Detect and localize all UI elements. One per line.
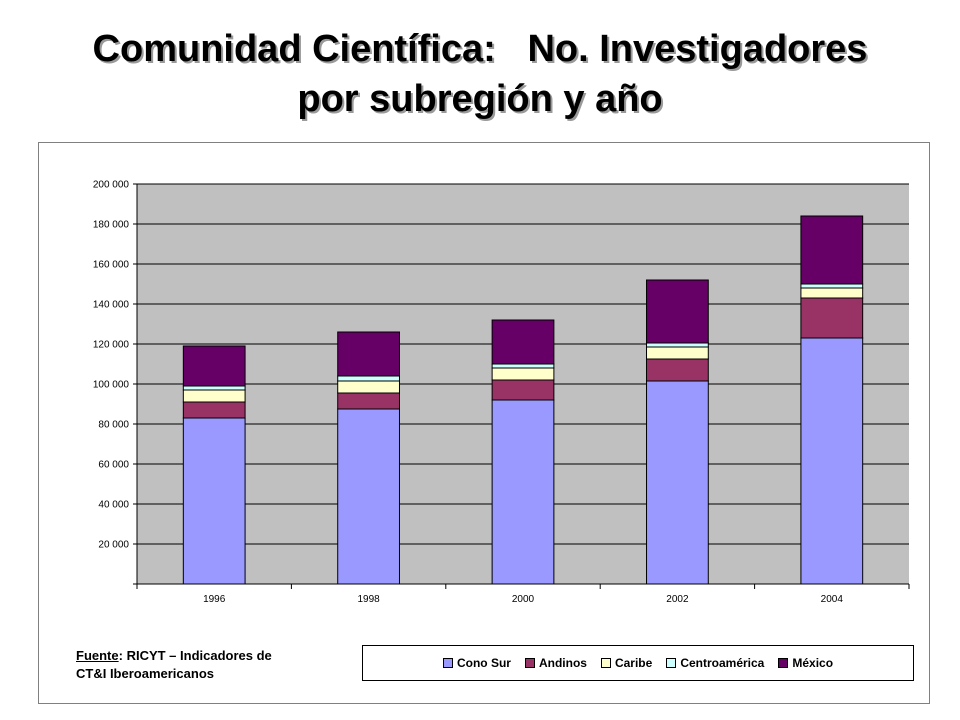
legend-item: Centroamérica	[666, 656, 764, 670]
bar-1996-2	[182, 389, 246, 403]
y-tick-label: 80 000	[98, 420, 129, 431]
title-line-1: Comunidad Científica: No. Investigadores	[92, 28, 868, 70]
bar-1998-4	[337, 331, 400, 377]
bar-2004-1	[800, 297, 864, 339]
bar-1998-2	[337, 380, 400, 394]
bar-2002-0	[646, 380, 709, 585]
legend-swatch	[524, 658, 535, 668]
y-tick-label: 120 000	[93, 340, 130, 351]
bar-1998-3	[337, 375, 400, 382]
legend-label: México	[792, 656, 834, 670]
bar-1996-4	[182, 345, 246, 387]
legend-swatch	[666, 658, 677, 668]
legend-item: Andinos	[524, 656, 587, 670]
chart-title: Comunidad Científica: No. Investigadores…	[0, 24, 960, 124]
y-tick-label: 100 000	[93, 380, 130, 391]
bar-2002-1	[646, 358, 709, 382]
chart-legend: Cono Sur Andinos Caribe Centroamérica México	[362, 645, 914, 681]
source-note: Fuente: RICYT – Indicadores de CT&I Iber…	[76, 647, 272, 683]
bar-1996-0	[182, 417, 246, 585]
legend-label: Centroamérica	[680, 656, 765, 670]
bar-chart: 20 000 40 000 60 000 80 000 100 000 120 000 14…	[93, 180, 910, 605]
y-tick-label: 180 000	[93, 220, 130, 231]
legend-item: Cono Sur	[442, 656, 511, 670]
bar-2000-0	[491, 399, 555, 585]
bar-1996-3	[182, 385, 246, 391]
x-tick-label: 2002	[666, 594, 689, 605]
legend-item: México	[778, 656, 833, 670]
bar-2000-3	[491, 363, 555, 369]
y-tick-label: 140 000	[93, 300, 130, 311]
bar-1998-1	[337, 392, 400, 410]
y-tick-label: 200 000	[93, 180, 130, 191]
bar-2004-2	[800, 287, 864, 299]
x-tick-label: 1998	[357, 594, 380, 605]
bar-2002-3	[646, 342, 709, 348]
legend-label: Andinos	[538, 656, 587, 670]
bar-1996-1	[182, 401, 246, 419]
bar-2002-4	[646, 279, 709, 344]
title-line-2: por subregión y año	[297, 78, 663, 120]
source-text-2: CT&I Iberoamericanos	[76, 666, 214, 681]
y-tick-label: 20 000	[98, 540, 129, 551]
legend-swatch	[442, 658, 453, 668]
y-tick-label: 60 000	[98, 460, 129, 471]
source-text-1: : RICYT – Indicadores de	[118, 648, 272, 663]
legend-label: Cono Sur	[456, 656, 511, 670]
bar-2004-0	[800, 337, 864, 585]
bar-1998-0	[337, 408, 400, 585]
y-tick-label: 160 000	[93, 260, 130, 271]
legend-label: Caribe	[614, 656, 653, 670]
source-label: Fuente	[76, 648, 119, 663]
y-tick-label: 40 000	[98, 500, 129, 511]
legend-item: Caribe	[600, 656, 653, 670]
bar-2000-2	[491, 367, 555, 381]
bar-2002-2	[646, 346, 709, 360]
x-tick-label: 2000	[512, 594, 535, 605]
legend-swatch	[600, 658, 611, 668]
chart-area: 20 000 40 000 60 000 80 000 100 000 120 000 14…	[38, 142, 930, 704]
x-tick-label: 1996	[203, 594, 226, 605]
x-tick-label: 2004	[821, 594, 844, 605]
bar-2004-4	[800, 215, 864, 285]
bar-2004-3	[800, 283, 864, 289]
legend-swatch	[778, 658, 789, 668]
bar-2000-4	[491, 319, 555, 365]
bar-2000-1	[491, 379, 555, 401]
